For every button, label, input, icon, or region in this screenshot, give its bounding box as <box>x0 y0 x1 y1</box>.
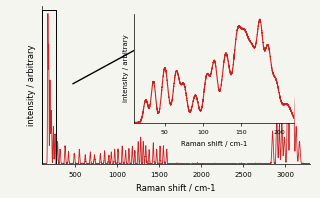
X-axis label: Raman shift / cm-1: Raman shift / cm-1 <box>136 184 216 192</box>
X-axis label: Raman shift / cm-1: Raman shift / cm-1 <box>181 141 248 147</box>
Y-axis label: intensity / arbitrary: intensity / arbitrary <box>123 34 129 102</box>
Y-axis label: intensity / arbitrary: intensity / arbitrary <box>27 44 36 126</box>
